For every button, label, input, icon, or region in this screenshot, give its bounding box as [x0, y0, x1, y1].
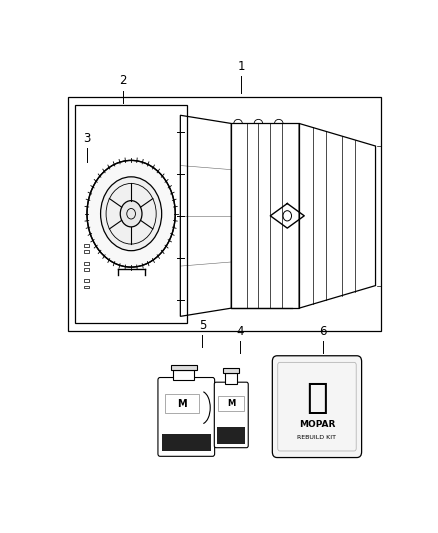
Text: M: M	[177, 399, 187, 409]
Bar	[84, 244, 89, 247]
Bar	[165, 394, 199, 413]
Bar	[84, 262, 89, 265]
Bar	[162, 434, 211, 451]
Bar	[84, 268, 89, 271]
Circle shape	[87, 160, 175, 267]
Bar	[173, 370, 194, 380]
Bar	[84, 250, 89, 253]
Bar	[223, 368, 239, 373]
Circle shape	[120, 200, 142, 227]
Text: MOPAR: MOPAR	[299, 420, 335, 429]
Text: 4: 4	[236, 325, 244, 338]
FancyBboxPatch shape	[272, 356, 362, 457]
Text: 2: 2	[119, 74, 127, 87]
FancyBboxPatch shape	[158, 377, 215, 456]
Bar	[219, 396, 244, 411]
Text: 5: 5	[199, 319, 206, 332]
Text: 6: 6	[319, 325, 327, 338]
Bar	[217, 427, 245, 443]
Bar	[68, 97, 381, 330]
Text: MaxPro: MaxPro	[219, 418, 243, 423]
Text: Ⓜ: Ⓜ	[306, 381, 328, 415]
Bar	[75, 105, 187, 322]
Text: M: M	[227, 399, 235, 408]
Text: 3: 3	[83, 132, 91, 145]
Text: 1: 1	[238, 60, 245, 73]
FancyBboxPatch shape	[214, 382, 248, 448]
Bar	[84, 286, 89, 288]
Text: MaxPro: MaxPro	[167, 420, 197, 426]
Circle shape	[101, 177, 162, 251]
Bar	[84, 279, 89, 282]
Bar	[225, 373, 237, 384]
Bar	[170, 365, 197, 370]
Text: REBUILD KIT: REBUILD KIT	[297, 435, 336, 440]
